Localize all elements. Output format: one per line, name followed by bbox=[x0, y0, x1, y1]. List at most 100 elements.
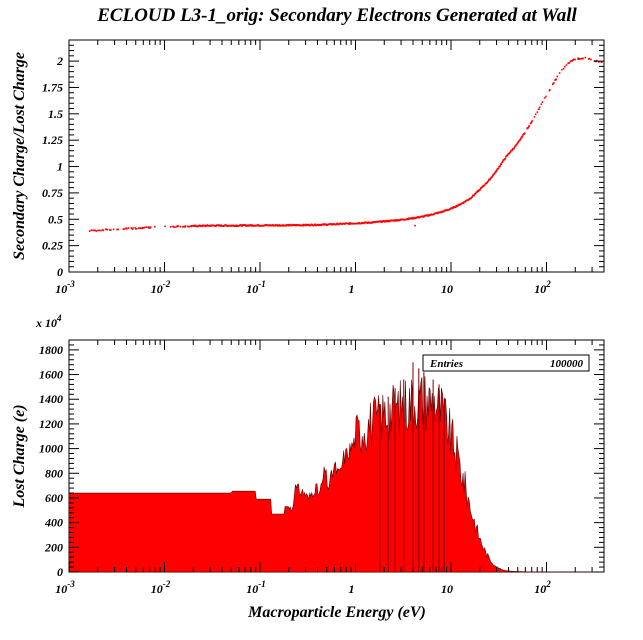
scatter-point bbox=[117, 228, 119, 231]
y-tick-label: 1.5 bbox=[48, 107, 63, 121]
scatter-point bbox=[474, 192, 477, 195]
y-tick-label: 1000 bbox=[39, 442, 63, 456]
scatter-point bbox=[90, 229, 93, 232]
scatter-point bbox=[94, 229, 97, 232]
scatter-point bbox=[568, 62, 571, 64]
scatter-point bbox=[240, 224, 242, 226]
stats-label: Entries bbox=[429, 358, 463, 370]
scatter-point bbox=[449, 208, 452, 210]
scatter-point bbox=[188, 225, 190, 228]
scatter-point bbox=[531, 120, 534, 122]
y-tick-label: 200 bbox=[44, 540, 63, 554]
secondary-ratio-plot: 10-3 10-2 10-1 1 10 102 0 0.25 0.5 0.75 1 1.25 1.5 1.… bbox=[11, 39, 605, 296]
scatter-point bbox=[201, 225, 203, 228]
x-axis-title: Macroparticle Energy (eV) bbox=[247, 604, 426, 621]
scatter-point bbox=[451, 206, 454, 209]
scatter-point bbox=[241, 225, 243, 227]
y-tick-label: 1.25 bbox=[42, 133, 63, 147]
scatter-point bbox=[452, 207, 454, 210]
scatter-point bbox=[130, 227, 133, 229]
scatter-point bbox=[456, 205, 458, 208]
scatter-point bbox=[278, 224, 281, 226]
scatter-point bbox=[308, 223, 310, 226]
scatter-point bbox=[145, 226, 148, 228]
scatter-point bbox=[132, 227, 134, 229]
scatter-point bbox=[567, 62, 569, 65]
scatter-point bbox=[515, 143, 518, 146]
scatter-point bbox=[487, 180, 490, 182]
scatter-point bbox=[551, 83, 554, 86]
scatter-point bbox=[563, 65, 566, 68]
scatter-point bbox=[134, 227, 137, 229]
y-tick-label: 0.75 bbox=[42, 186, 63, 200]
scatter-point bbox=[427, 214, 430, 216]
scatter-point bbox=[148, 226, 150, 228]
scatter-point bbox=[413, 216, 415, 219]
y-axis-title: Secondary Charge/Lost Charge bbox=[11, 52, 28, 260]
scatter-point bbox=[577, 57, 580, 59]
scatter-point bbox=[183, 225, 185, 228]
scatter-point bbox=[366, 222, 369, 224]
x-tick-label: 10-3 bbox=[55, 279, 75, 296]
scatter-point bbox=[314, 223, 317, 226]
scatter-point bbox=[426, 215, 429, 217]
scatter-point bbox=[571, 59, 574, 61]
scatter-point bbox=[414, 224, 416, 227]
scatter-point bbox=[477, 190, 480, 193]
scatter-point bbox=[517, 141, 519, 144]
scatter-point bbox=[106, 228, 109, 231]
scatter-point bbox=[484, 184, 486, 186]
x-tick-label: 10-3 bbox=[55, 579, 75, 596]
scatter-point bbox=[143, 227, 145, 229]
scatter-point bbox=[411, 217, 414, 220]
scatter-point bbox=[558, 72, 561, 74]
stats-value: 100000 bbox=[550, 358, 584, 370]
scatter-point bbox=[561, 68, 563, 71]
scatter-point bbox=[518, 140, 520, 142]
scatter-point bbox=[384, 221, 386, 223]
scatter-point bbox=[285, 225, 287, 227]
scatter-point bbox=[127, 227, 130, 229]
scatter-point bbox=[95, 230, 98, 232]
scatter-point bbox=[556, 75, 559, 78]
scatter-point bbox=[181, 226, 184, 228]
scatter-point bbox=[553, 82, 555, 84]
scatter-point bbox=[272, 224, 274, 226]
scatter-point bbox=[288, 225, 290, 227]
scatter-point bbox=[548, 89, 551, 92]
scatter-point bbox=[92, 229, 94, 232]
scatter-point bbox=[506, 154, 509, 156]
scatter-point bbox=[219, 225, 222, 227]
scatter-point bbox=[540, 103, 543, 105]
x-tick-label: 10 bbox=[441, 582, 453, 596]
y-tick-label: 600 bbox=[45, 491, 63, 505]
scatter-point bbox=[601, 61, 603, 63]
y-multiplier: x 104 bbox=[35, 313, 62, 330]
scatter-point bbox=[313, 224, 316, 226]
scatter-point bbox=[454, 206, 457, 208]
scatter-point bbox=[584, 56, 587, 59]
scatter-point bbox=[144, 226, 146, 229]
scatter-point bbox=[123, 228, 126, 230]
scatter-point bbox=[509, 151, 511, 154]
scatter-point bbox=[462, 202, 465, 204]
scatter-point bbox=[503, 158, 506, 161]
scatter-point bbox=[179, 225, 182, 228]
scatter-point bbox=[538, 106, 541, 109]
scatter-point bbox=[304, 224, 307, 227]
scatter-points bbox=[88, 56, 603, 232]
scatter-point bbox=[173, 226, 176, 228]
scatter-point bbox=[555, 78, 557, 81]
y-tick-label: 800 bbox=[45, 466, 63, 480]
scatter-point bbox=[493, 172, 496, 175]
y-tick-label: 0.25 bbox=[42, 239, 63, 253]
scatter-point bbox=[527, 127, 530, 129]
y-tick-label: 1 bbox=[57, 160, 63, 174]
scatter-point bbox=[287, 224, 290, 226]
histogram-area bbox=[68, 376, 604, 573]
x-tick-label: 10-1 bbox=[246, 279, 266, 296]
scatter-point bbox=[543, 97, 546, 99]
scatter-point bbox=[429, 214, 432, 216]
scatter-point bbox=[519, 139, 522, 141]
y-tick-label: 1400 bbox=[39, 392, 63, 406]
